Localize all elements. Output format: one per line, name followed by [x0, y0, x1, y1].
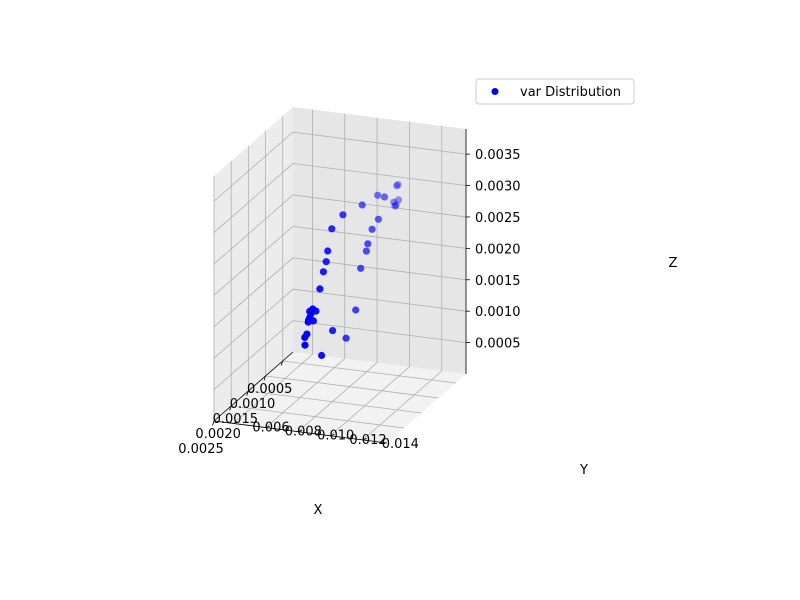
y-axis-line — [213, 420, 388, 444]
z-grid-back — [292, 131, 467, 155]
scatter-point — [390, 198, 398, 206]
z-tick-label: 0.0005 — [475, 337, 521, 352]
x-tick-label: 0.0015 — [213, 412, 259, 427]
y-grid-floor — [330, 366, 410, 437]
x-grid-floor — [248, 390, 422, 414]
scatter-point — [306, 307, 314, 315]
x-tick-label: 0.0020 — [195, 427, 241, 442]
scatter-point — [358, 201, 366, 209]
x-tick-label: 0.0005 — [247, 382, 293, 397]
z-grid-left — [213, 194, 294, 265]
z-grid-left — [213, 288, 294, 359]
x-tick — [229, 405, 232, 411]
scatter-point — [357, 264, 365, 272]
legend: var Distribution — [475, 78, 635, 105]
x-tick-label: 0.0010 — [230, 397, 276, 412]
z-tick-label: 0.0015 — [475, 274, 521, 289]
scatter-point — [352, 306, 360, 314]
scatter-point — [319, 268, 327, 276]
z-grid-back — [292, 288, 467, 312]
scatter-point — [394, 196, 403, 204]
scatter-point — [339, 211, 347, 219]
scatter-point — [368, 225, 376, 233]
scatter-point — [322, 258, 330, 266]
legend-frame — [475, 78, 635, 105]
scatter-point — [393, 182, 401, 190]
z-tick-label: 0.0025 — [475, 211, 521, 226]
x-grid-floor — [231, 405, 405, 429]
z-grid-left — [213, 320, 294, 390]
y-grid-floor — [265, 358, 346, 428]
scatter-point — [301, 333, 309, 341]
y-tick — [362, 438, 367, 441]
x-grid-floor — [282, 360, 456, 384]
scatter-point — [324, 247, 332, 255]
y-tick-label: 0.014 — [382, 437, 419, 452]
scatter-point — [304, 318, 312, 326]
scatter-point — [380, 193, 389, 201]
z-grid-left — [213, 131, 294, 202]
x-axis-label: X — [314, 503, 323, 518]
scatter-point — [362, 247, 370, 255]
x-tick — [246, 390, 249, 396]
scatter-point — [391, 202, 399, 210]
scatter-point — [318, 351, 326, 360]
z-tick-label: 0.0035 — [475, 148, 521, 163]
x-tick-label: 0.0025 — [178, 442, 224, 457]
z-grid-left — [213, 257, 294, 328]
scatter-point — [316, 285, 324, 293]
axis-lines — [213, 129, 467, 444]
y-tick — [330, 433, 335, 437]
z-grid-left — [213, 163, 294, 233]
z-grid-left — [213, 226, 294, 296]
scatter-point — [394, 181, 402, 189]
z-tick-label: 0.0030 — [475, 180, 521, 195]
scatter-point — [374, 191, 382, 199]
x-axis-line — [213, 351, 294, 422]
y-grid-floor — [362, 370, 443, 441]
axes-panes — [214, 107, 466, 443]
x-grid-floor — [265, 375, 439, 399]
data-points — [301, 181, 403, 360]
y-tick — [265, 425, 270, 428]
y-axis-label: Y — [579, 463, 588, 478]
z-tick-label: 0.0020 — [475, 242, 521, 257]
scatter-point — [364, 240, 372, 248]
x-tick — [280, 360, 284, 366]
scatter-point — [328, 225, 336, 233]
z-tick-label: 0.0010 — [475, 305, 521, 320]
y-tick-label: 0.012 — [349, 433, 386, 448]
floor-pane — [214, 352, 466, 443]
tick-marks — [212, 153, 470, 441]
z-axis-label: Z — [669, 256, 678, 271]
z-grid-back — [292, 163, 467, 186]
scatter-point — [342, 334, 350, 342]
z-grid-back — [292, 194, 467, 218]
y-grid-floor — [233, 354, 313, 424]
z-grid-back — [292, 320, 467, 343]
scatter-point — [301, 341, 309, 349]
legend-label: var Distribution — [520, 85, 621, 100]
scatter-point — [374, 215, 382, 223]
y-grid-floor — [297, 362, 378, 432]
y-tick — [233, 421, 238, 424]
left-pane — [214, 107, 293, 421]
z-grid-back — [292, 225, 467, 249]
y-tick-label: 0.008 — [285, 425, 322, 440]
y-tick-label: 0.006 — [252, 420, 289, 435]
y-tick-label: 0.010 — [317, 429, 354, 444]
x-tick — [263, 375, 266, 381]
scatter-point — [329, 327, 337, 335]
scatter-point — [392, 201, 400, 209]
z-grid-back — [292, 257, 467, 281]
y-tick — [297, 429, 303, 433]
back-pane — [293, 107, 466, 374]
x-tick — [212, 420, 215, 426]
legend-marker — [491, 88, 499, 95]
